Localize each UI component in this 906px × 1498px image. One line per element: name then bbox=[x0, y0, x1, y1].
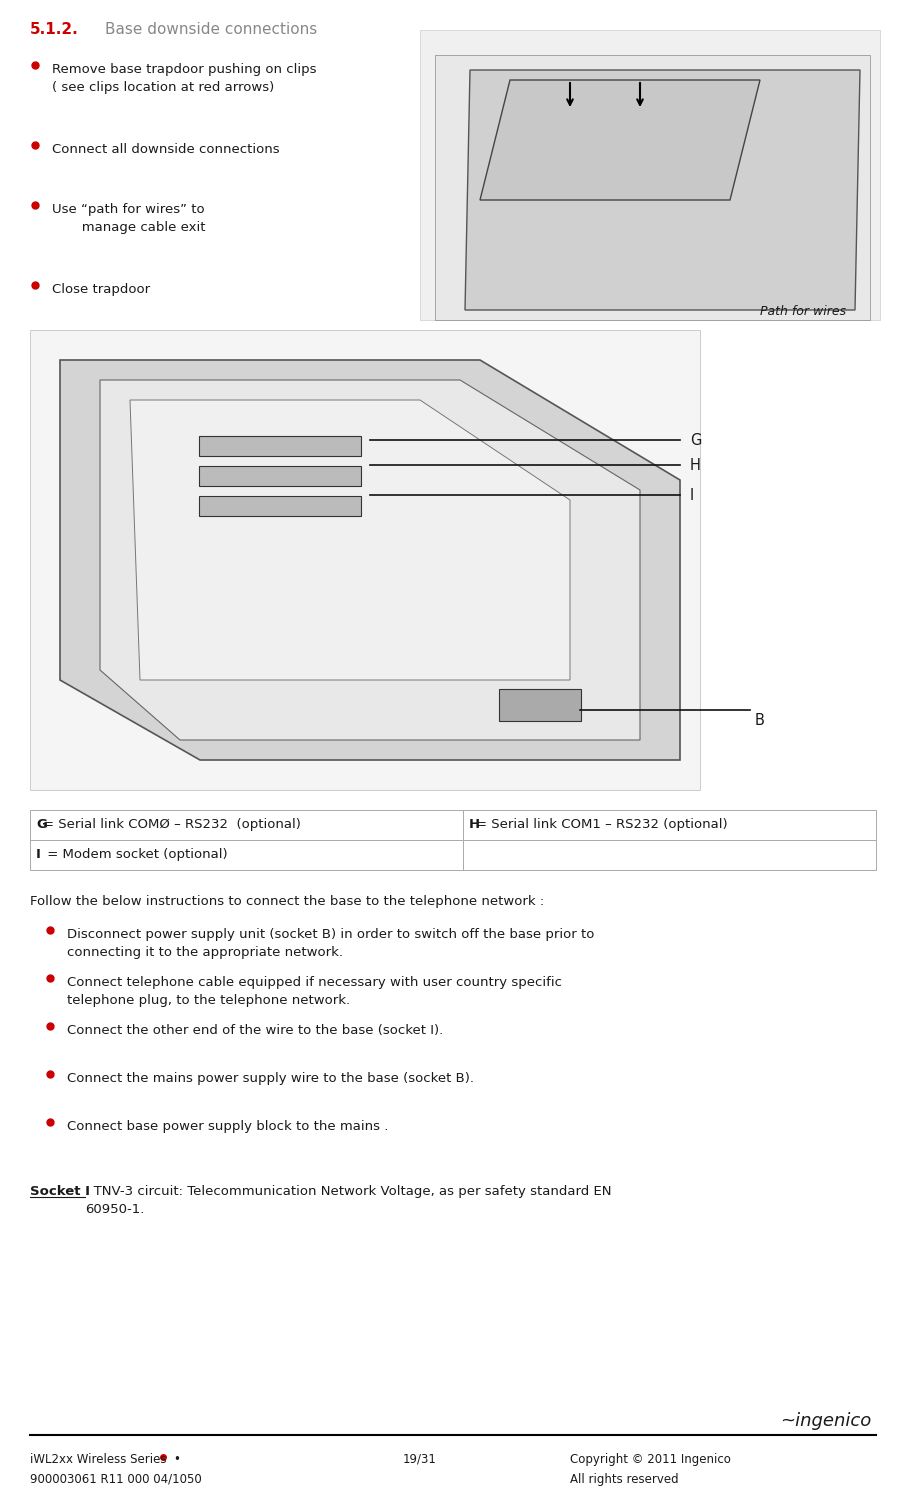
Text: ~ingenico: ~ingenico bbox=[780, 1413, 872, 1431]
Text: H: H bbox=[690, 458, 701, 473]
Text: Path for wires: Path for wires bbox=[760, 306, 846, 318]
Text: B: B bbox=[755, 713, 765, 728]
Polygon shape bbox=[480, 79, 760, 201]
Text: All rights reserved: All rights reserved bbox=[570, 1473, 679, 1486]
Text: Copyright © 2011 Ingenico: Copyright © 2011 Ingenico bbox=[570, 1453, 731, 1467]
Polygon shape bbox=[100, 380, 640, 740]
Text: Disconnect power supply unit (socket B) in order to switch off the base prior to: Disconnect power supply unit (socket B) … bbox=[67, 927, 594, 959]
FancyBboxPatch shape bbox=[463, 810, 876, 840]
Text: Connect the mains power supply wire to the base (socket B).: Connect the mains power supply wire to t… bbox=[67, 1073, 474, 1085]
Text: Socket I: Socket I bbox=[30, 1185, 94, 1198]
Text: : TNV-3 circuit: Telecommunication Network Voltage, as per safety standard EN
60: : TNV-3 circuit: Telecommunication Netwo… bbox=[85, 1185, 612, 1216]
Text: Connect the other end of the wire to the base (socket I).: Connect the other end of the wire to the… bbox=[67, 1025, 443, 1037]
FancyBboxPatch shape bbox=[199, 496, 361, 515]
Text: = Serial link COM1 – RS232 (optional): = Serial link COM1 – RS232 (optional) bbox=[476, 818, 728, 831]
Text: Remove base trapdoor pushing on clips
( see clips location at red arrows): Remove base trapdoor pushing on clips ( … bbox=[52, 63, 316, 94]
Text: I: I bbox=[690, 488, 694, 503]
FancyBboxPatch shape bbox=[30, 810, 463, 840]
FancyBboxPatch shape bbox=[199, 436, 361, 455]
Text: 900003061 R11 000 04/1050: 900003061 R11 000 04/1050 bbox=[30, 1473, 202, 1486]
Polygon shape bbox=[435, 55, 870, 321]
Polygon shape bbox=[60, 360, 680, 759]
Text: Connect base power supply block to the mains .: Connect base power supply block to the m… bbox=[67, 1121, 389, 1132]
Text: = Modem socket (optional): = Modem socket (optional) bbox=[43, 848, 227, 861]
Text: Connect all downside connections: Connect all downside connections bbox=[52, 142, 280, 156]
Text: = Serial link COMØ – RS232  (optional): = Serial link COMØ – RS232 (optional) bbox=[43, 818, 301, 831]
FancyBboxPatch shape bbox=[463, 840, 876, 870]
Text: I: I bbox=[36, 848, 41, 861]
Text: H: H bbox=[469, 818, 480, 831]
Polygon shape bbox=[465, 70, 860, 310]
Text: 5.1.2.: 5.1.2. bbox=[30, 22, 79, 37]
FancyBboxPatch shape bbox=[30, 840, 463, 870]
Text: iWL2xx Wireless Series  •: iWL2xx Wireless Series • bbox=[30, 1453, 181, 1467]
Text: G: G bbox=[690, 433, 701, 448]
Polygon shape bbox=[130, 400, 570, 680]
Text: G: G bbox=[36, 818, 47, 831]
FancyBboxPatch shape bbox=[199, 466, 361, 485]
Text: Base downside connections: Base downside connections bbox=[105, 22, 317, 37]
Text: Connect telephone cable equipped if necessary with user country specific
telepho: Connect telephone cable equipped if nece… bbox=[67, 977, 562, 1007]
FancyBboxPatch shape bbox=[420, 30, 880, 321]
FancyBboxPatch shape bbox=[30, 330, 700, 789]
FancyBboxPatch shape bbox=[499, 689, 581, 721]
Text: Use “path for wires” to
       manage cable exit: Use “path for wires” to manage cable exi… bbox=[52, 204, 206, 234]
Text: Close trapdoor: Close trapdoor bbox=[52, 283, 150, 297]
Text: 19/31: 19/31 bbox=[403, 1453, 437, 1467]
Text: Follow the below instructions to connect the base to the telephone network :: Follow the below instructions to connect… bbox=[30, 894, 545, 908]
